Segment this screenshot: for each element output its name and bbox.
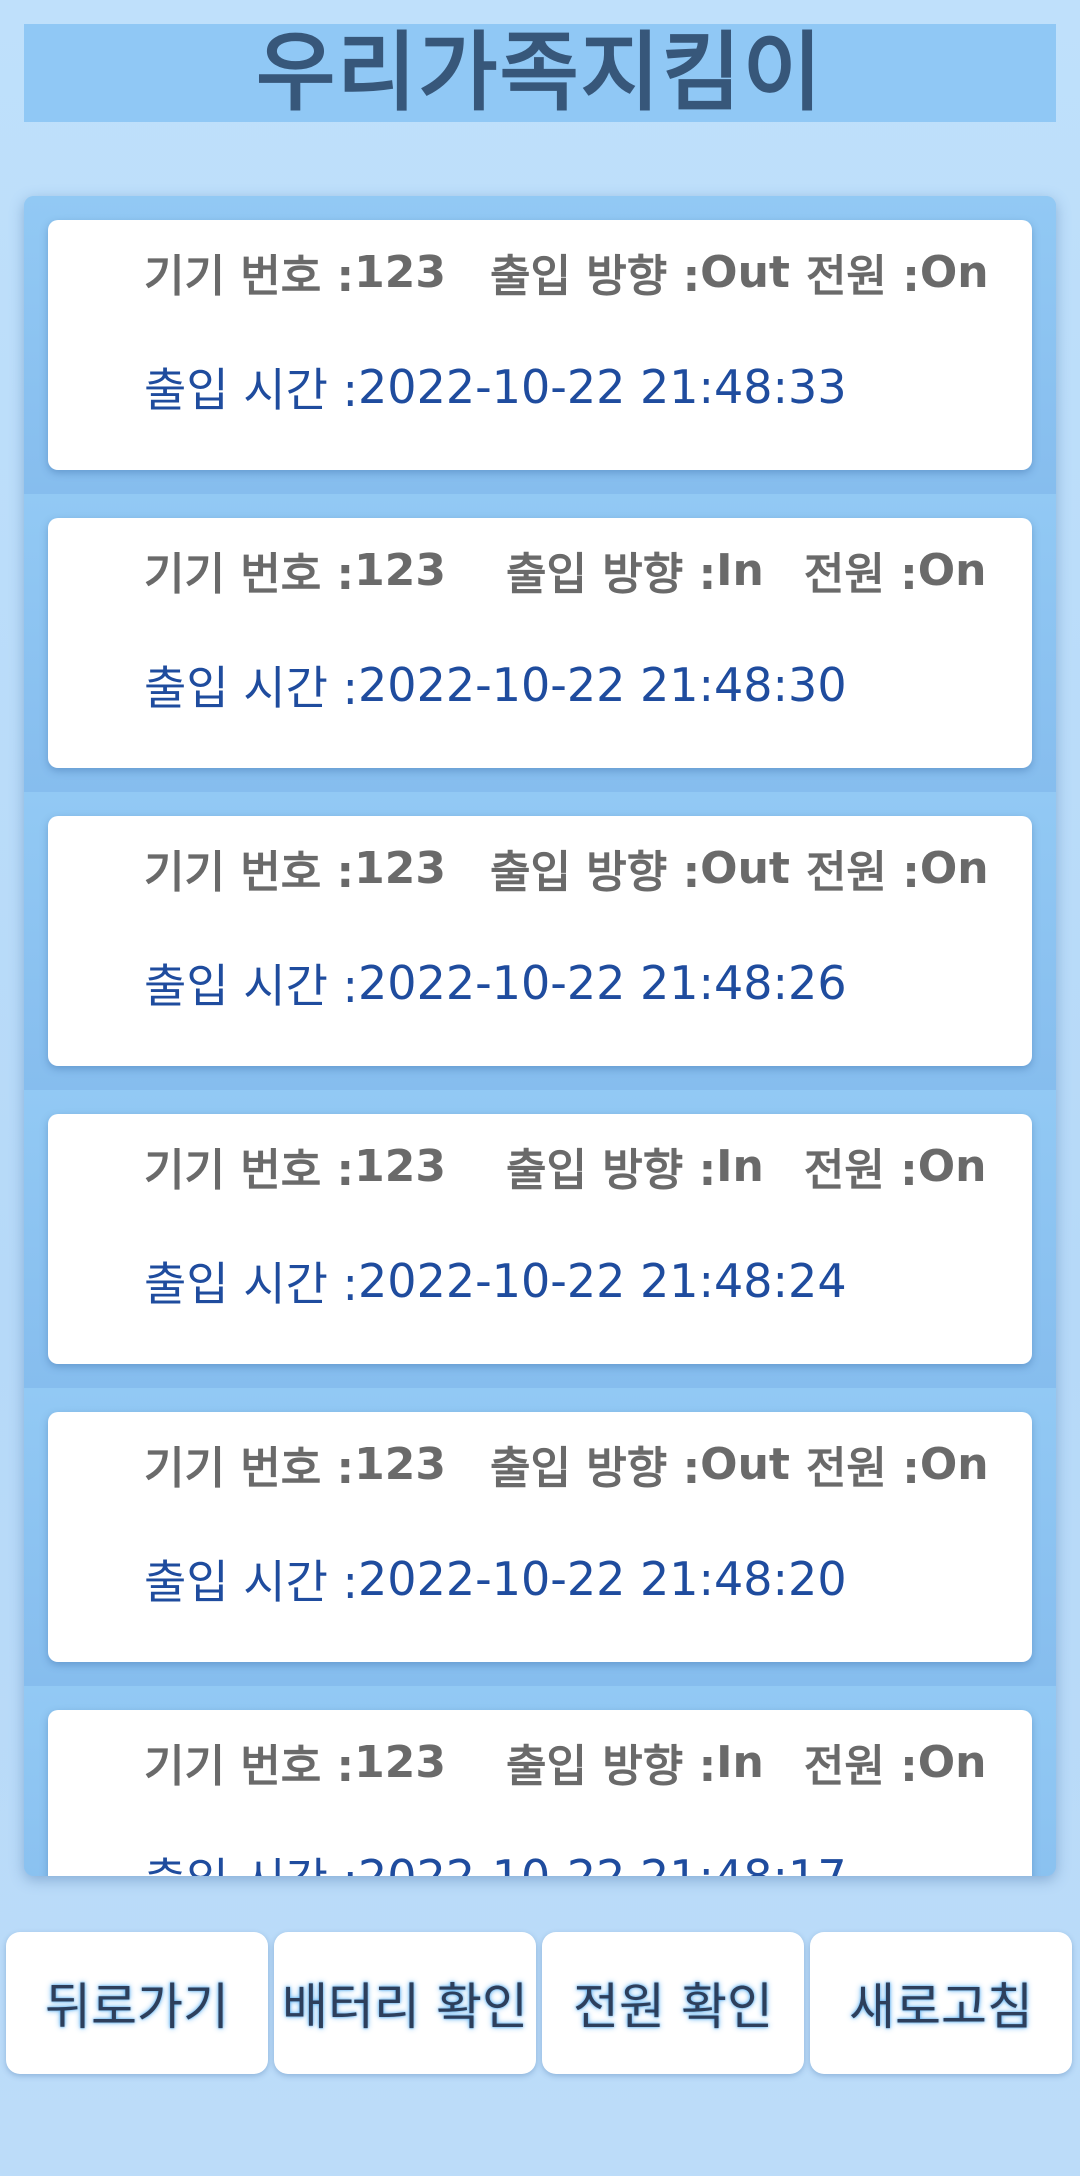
record-time-line: 출입 시간 : 2022-10-22 21:48:24 xyxy=(144,1246,847,1316)
device-label: 기기 번호 : xyxy=(144,1443,355,1494)
record-card[interactable]: 기기 번호 : 123 출입 방향 : Out 전원 : On 출입 시간 : … xyxy=(48,1412,1032,1662)
device-number: 123 xyxy=(354,842,447,894)
device-label: 기기 번호 : xyxy=(144,1145,355,1196)
time-value: 2022-10-22 21:48:26 xyxy=(358,956,847,1010)
power-label: 전원 : xyxy=(805,1443,920,1494)
power-label: 전원 : xyxy=(805,847,920,898)
record-time-line: 출입 시간 : 2022-10-22 21:48:20 xyxy=(144,1544,847,1614)
direction-label: 출입 방향 : xyxy=(506,1741,717,1792)
record-info-line: 기기 번호 : 123 출입 방향 : In 전원 : On xyxy=(144,1732,987,1793)
record-time-line: 출입 시간 : 2022-10-22 21:48:17 xyxy=(144,1842,847,1876)
record-card[interactable]: 기기 번호 : 123 출입 방향 : In 전원 : On 출입 시간 : 2… xyxy=(48,1114,1032,1364)
direction-label: 출입 방향 : xyxy=(506,1145,717,1196)
list-item[interactable]: 기기 번호 : 123 출입 방향 : In 전원 : On 출입 시간 : 2… xyxy=(24,494,1056,792)
power-label: 전원 : xyxy=(805,251,920,302)
device-label: 기기 번호 : xyxy=(144,1741,355,1792)
direction-label: 출입 방향 : xyxy=(490,847,701,898)
record-card[interactable]: 기기 번호 : 123 출입 방향 : Out 전원 : On 출입 시간 : … xyxy=(48,220,1032,470)
record-info-line: 기기 번호 : 123 출입 방향 : Out 전원 : On xyxy=(144,838,989,899)
direction-label: 출입 방향 : xyxy=(490,1443,701,1494)
bottom-button-bar: 뒤로가기 배터리 확인 전원 확인 새로고침 xyxy=(6,1932,1074,2074)
refresh-button[interactable]: 새로고침 xyxy=(810,1932,1072,2074)
direction-value: Out xyxy=(700,246,790,298)
time-label: 출입 시간 : xyxy=(144,1257,359,1311)
record-card[interactable]: 기기 번호 : 123 출입 방향 : In 전원 : On 출입 시간 : 2… xyxy=(48,518,1032,768)
device-number: 123 xyxy=(354,544,447,596)
record-card[interactable]: 기기 번호 : 123 출입 방향 : In 전원 : On 출입 시간 : 2… xyxy=(48,1710,1032,1876)
device-number: 123 xyxy=(354,246,447,298)
time-label: 출입 시간 : xyxy=(144,1555,359,1609)
direction-value: Out xyxy=(700,842,790,894)
record-card[interactable]: 기기 번호 : 123 출입 방향 : Out 전원 : On 출입 시간 : … xyxy=(48,816,1032,1066)
list-item[interactable]: 기기 번호 : 123 출입 방향 : In 전원 : On 출입 시간 : 2… xyxy=(24,1090,1056,1388)
power-value: On xyxy=(917,544,987,596)
power-value: On xyxy=(917,1140,987,1192)
power-label: 전원 : xyxy=(803,1741,918,1792)
power-value: On xyxy=(919,842,989,894)
record-info-line: 기기 번호 : 123 출입 방향 : Out 전원 : On xyxy=(144,1434,989,1495)
device-number: 123 xyxy=(354,1736,447,1788)
list-item[interactable]: 기기 번호 : 123 출입 방향 : In 전원 : On 출입 시간 : 2… xyxy=(24,1686,1056,1876)
time-label: 출입 시간 : xyxy=(144,1844,358,1876)
time-value: 2022-10-22 21:48:30 xyxy=(358,658,847,712)
power-label: 전원 : xyxy=(803,1145,918,1196)
app-title: 우리가족지킴이 xyxy=(24,24,1056,122)
device-label: 기기 번호 : xyxy=(144,549,355,600)
record-info-line: 기기 번호 : 123 출입 방향 : In 전원 : On xyxy=(144,1136,987,1197)
direction-value: In xyxy=(716,544,764,596)
direction-label: 출입 방향 : xyxy=(490,251,701,302)
time-value: 2022-10-22 21:48:20 xyxy=(358,1552,847,1606)
back-button[interactable]: 뒤로가기 xyxy=(6,1932,268,2074)
record-info-line: 기기 번호 : 123 출입 방향 : Out 전원 : On xyxy=(144,242,989,303)
record-time-line: 출입 시간 : 2022-10-22 21:48:30 xyxy=(144,650,847,720)
list-item[interactable]: 기기 번호 : 123 출입 방향 : Out 전원 : On 출입 시간 : … xyxy=(24,792,1056,1090)
time-value: 2022-10-22 21:48:17 xyxy=(358,1850,847,1876)
record-time-line: 출입 시간 : 2022-10-22 21:48:26 xyxy=(144,948,847,1018)
device-label: 기기 번호 : xyxy=(144,251,355,302)
time-label: 출입 시간 : xyxy=(144,959,359,1013)
direction-value: In xyxy=(716,1140,764,1192)
device-number: 123 xyxy=(354,1438,447,1490)
list-item[interactable]: 기기 번호 : 123 출입 방향 : Out 전원 : On 출입 시간 : … xyxy=(24,196,1056,494)
direction-value: Out xyxy=(700,1438,790,1490)
time-value: 2022-10-22 21:48:24 xyxy=(358,1254,847,1308)
access-log-list[interactable]: 기기 번호 : 123 출입 방향 : Out 전원 : On 출입 시간 : … xyxy=(24,196,1056,1876)
record-info-line: 기기 번호 : 123 출입 방향 : In 전원 : On xyxy=(144,540,987,601)
power-value: On xyxy=(917,1736,987,1788)
battery-check-button[interactable]: 배터리 확인 xyxy=(274,1932,536,2074)
record-time-line: 출입 시간 : 2022-10-22 21:48:33 xyxy=(144,352,847,422)
direction-label: 출입 방향 : xyxy=(506,549,717,600)
power-value: On xyxy=(919,246,989,298)
time-label: 출입 시간 : xyxy=(144,363,359,417)
power-value: On xyxy=(919,1438,989,1490)
direction-value: In xyxy=(716,1736,764,1788)
power-check-button[interactable]: 전원 확인 xyxy=(542,1932,804,2074)
device-label: 기기 번호 : xyxy=(144,847,355,898)
list-item[interactable]: 기기 번호 : 123 출입 방향 : Out 전원 : On 출입 시간 : … xyxy=(24,1388,1056,1686)
time-label: 출입 시간 : xyxy=(144,661,359,715)
time-value: 2022-10-22 21:48:33 xyxy=(358,360,847,414)
device-number: 123 xyxy=(354,1140,447,1192)
power-label: 전원 : xyxy=(803,549,918,600)
